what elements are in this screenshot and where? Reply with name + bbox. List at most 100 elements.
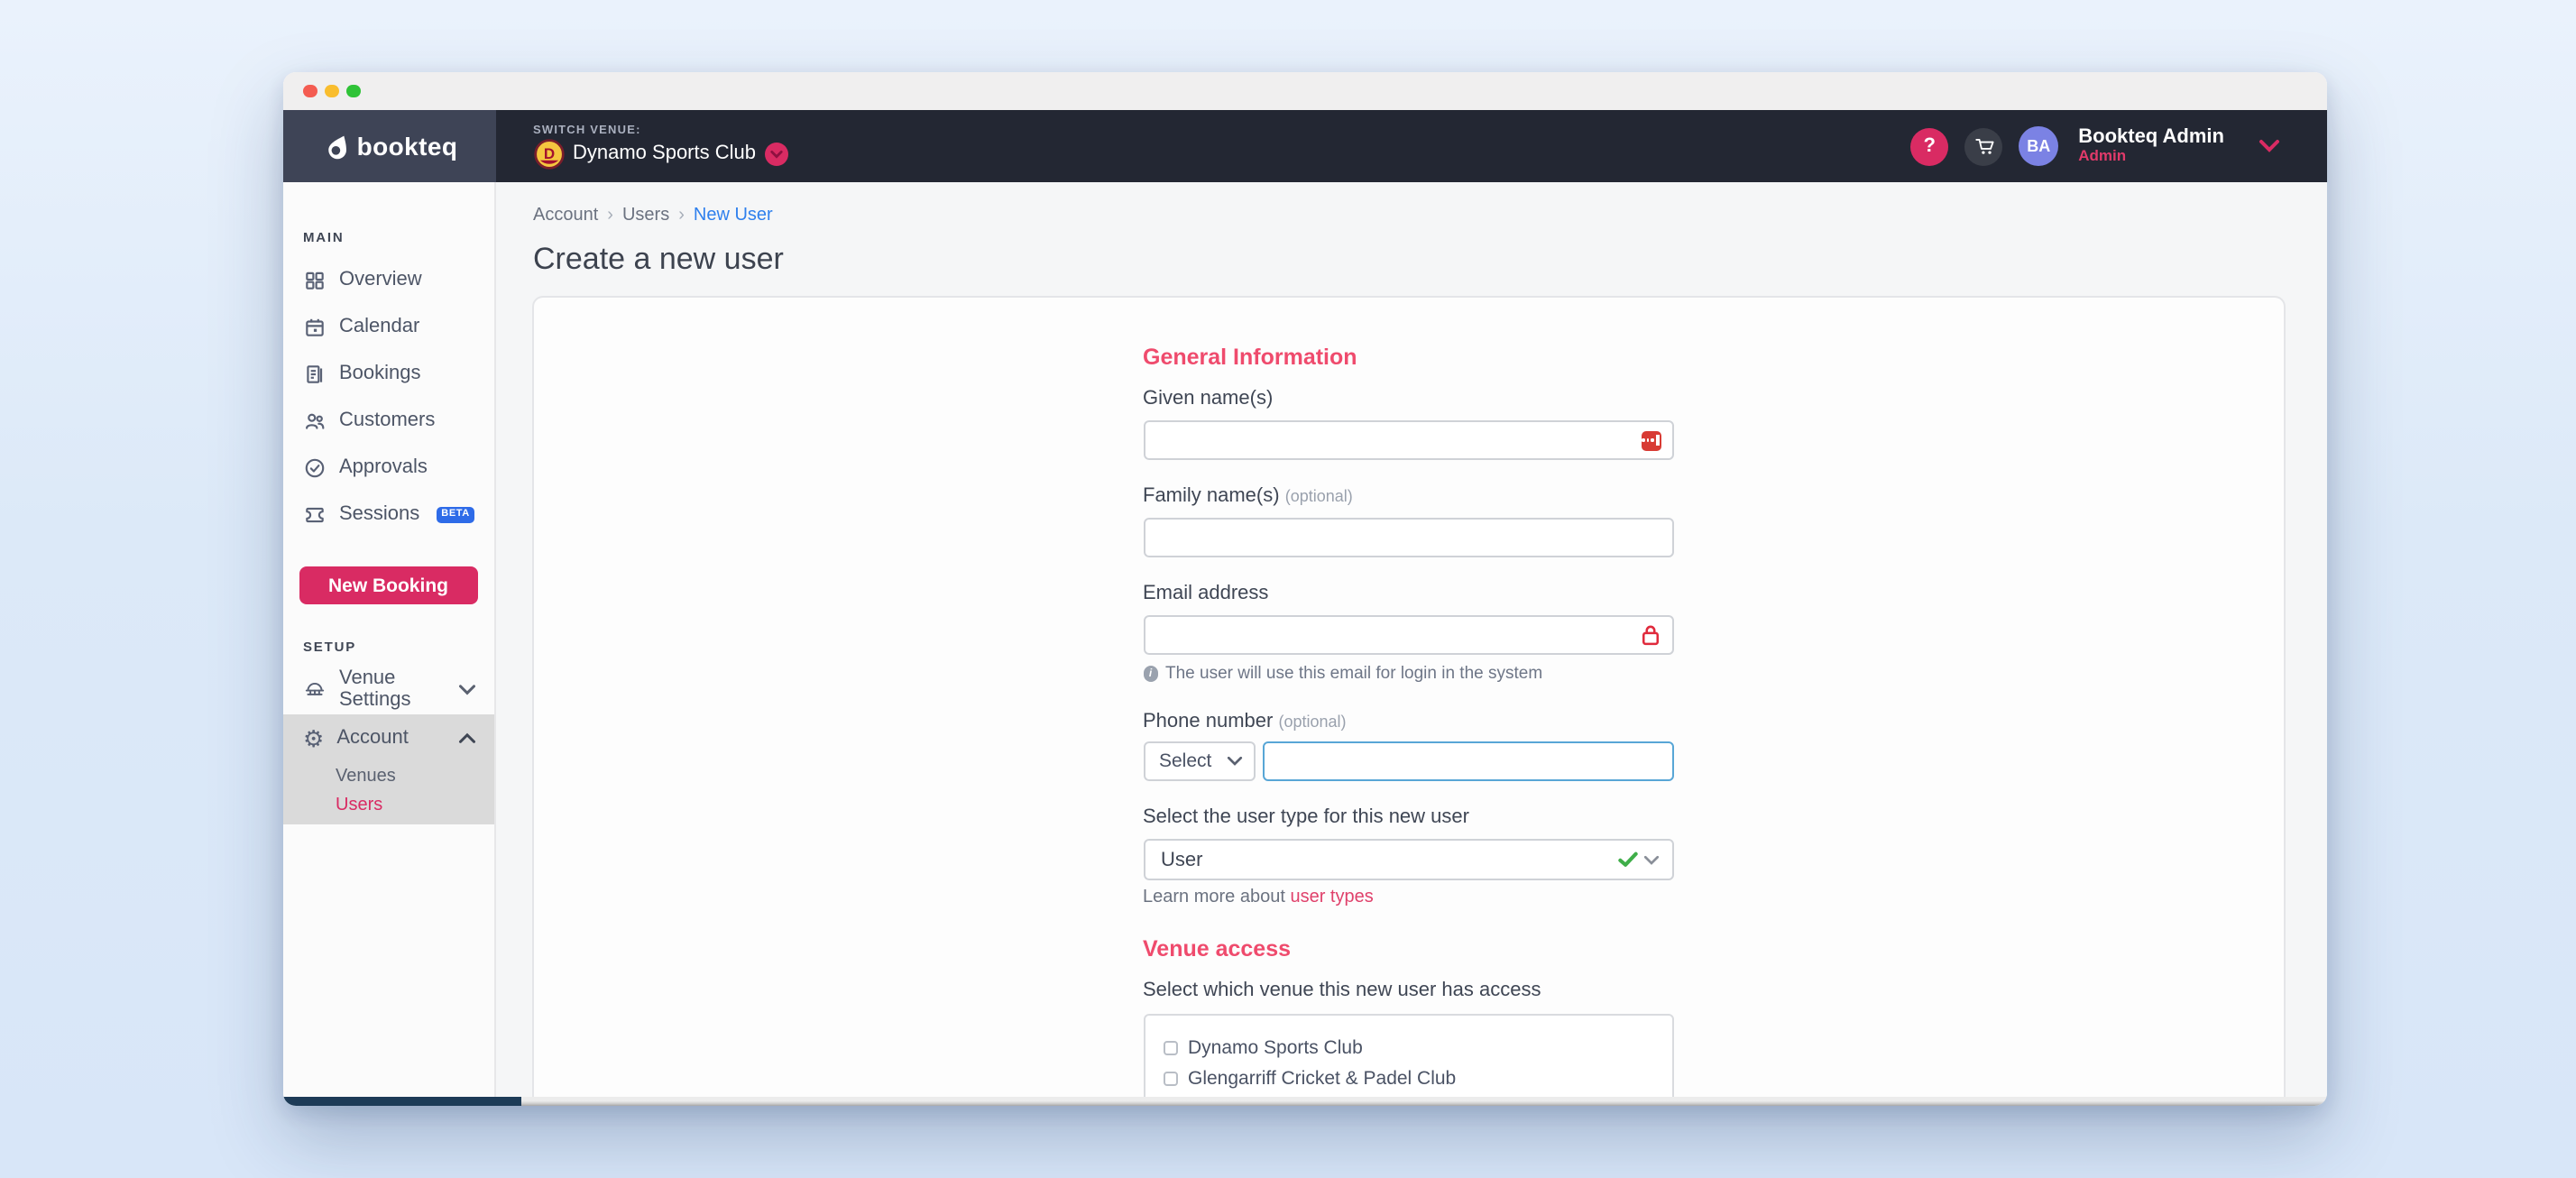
sidebar-item-bookings[interactable]: Bookings bbox=[283, 350, 493, 397]
venue-checkbox-glengarriff[interactable] bbox=[1163, 1071, 1177, 1086]
given-name-field-wrap bbox=[1143, 420, 1673, 460]
main-content: Account › Users › New User Create a new … bbox=[495, 182, 2327, 1097]
sidebar-item-label: Approvals bbox=[339, 456, 428, 478]
sidebar-item-venues[interactable]: Venues bbox=[283, 761, 493, 790]
sidebar-item-customers[interactable]: Customers bbox=[283, 397, 493, 444]
bookings-document-icon bbox=[307, 364, 323, 382]
header-main: SWITCH VENUE: D Dynamo Sports Club bbox=[495, 110, 2327, 182]
venue-crest-icon: D bbox=[533, 138, 564, 169]
app-window: bookteq SWITCH VENUE: D Dynamo Sports Cl… bbox=[283, 72, 2327, 1106]
password-manager-autofill-icon[interactable] bbox=[1641, 430, 1661, 450]
info-icon: i bbox=[1143, 666, 1158, 682]
page-title: Create a new user bbox=[533, 242, 784, 276]
chevron-down-icon bbox=[2259, 140, 2279, 152]
dashboard-grid-icon bbox=[306, 271, 324, 289]
given-name-input[interactable] bbox=[1143, 420, 1673, 460]
sidebar-subitem-label: Venues bbox=[336, 766, 396, 786]
section-heading-general: General Information bbox=[1143, 345, 1357, 370]
email-label: Email address bbox=[1143, 583, 1269, 604]
user-types-link[interactable]: user types bbox=[1290, 888, 1374, 907]
sessions-ticket-icon bbox=[306, 506, 324, 522]
chevron-up-icon bbox=[457, 732, 475, 744]
approvals-check-circle-icon bbox=[305, 457, 325, 477]
user-type-select[interactable]: User bbox=[1143, 839, 1673, 880]
window-bottom-bar-right bbox=[520, 1097, 2327, 1106]
calendar-icon bbox=[306, 318, 324, 336]
email-hint: i The user will use this email for login… bbox=[1143, 664, 1673, 684]
venue-access-instruction: Select which venue this new user has acc… bbox=[1143, 980, 1541, 1001]
chevron-down-icon bbox=[457, 683, 475, 695]
sidebar-subitem-label: Users bbox=[336, 795, 383, 814]
cart-button[interactable] bbox=[1964, 127, 2003, 165]
close-window-button[interactable] bbox=[303, 84, 317, 98]
venue-option: Glengarriff Cricket & Padel Club bbox=[1163, 1063, 1671, 1093]
current-venue-name: Dynamo Sports Club bbox=[573, 143, 756, 164]
sidebar-item-label: Overview bbox=[339, 269, 422, 290]
sidebar-item-overview[interactable]: Overview bbox=[283, 256, 493, 303]
new-user-form: General Information Given name(s) Family… bbox=[1143, 345, 1673, 1097]
phone-number-input[interactable] bbox=[1262, 741, 1673, 781]
chevron-down-icon bbox=[1642, 854, 1659, 864]
venue-checkbox-dynamo[interactable] bbox=[1163, 1041, 1177, 1056]
sidebar-item-label: Venue Settings bbox=[339, 667, 411, 711]
family-name-input[interactable] bbox=[1143, 518, 1673, 557]
window-bottom-bar-left bbox=[283, 1096, 520, 1106]
sidebar-item-calendar[interactable]: Calendar bbox=[283, 303, 493, 350]
brand-logo[interactable]: bookteq bbox=[283, 110, 495, 182]
user-name: Bookteq Admin bbox=[2078, 125, 2224, 148]
sidebar: MAIN Overview Calendar Bookings Customer… bbox=[283, 182, 495, 1097]
venue-stadium-icon bbox=[305, 682, 325, 695]
app-header: bookteq SWITCH VENUE: D Dynamo Sports Cl… bbox=[283, 110, 2327, 182]
sidebar-item-approvals[interactable]: Approvals bbox=[283, 444, 493, 491]
lock-icon bbox=[1641, 624, 1659, 646]
breadcrumb-separator: › bbox=[607, 206, 613, 225]
family-name-field-wrap bbox=[1143, 518, 1673, 557]
header-actions: ? BA Bookteq Admin Admin bbox=[1910, 126, 2280, 167]
user-type-label: Select the user type for this new user bbox=[1143, 806, 1469, 828]
phone-country-select[interactable]: Select bbox=[1143, 741, 1255, 781]
breadcrumb-link-account[interactable]: Account bbox=[533, 206, 599, 225]
given-name-label: Given name(s) bbox=[1143, 388, 1274, 410]
valid-check-icon bbox=[1617, 851, 1637, 867]
email-hint-text: The user will use this email for login i… bbox=[1165, 664, 1543, 684]
user-menu-button[interactable] bbox=[2259, 139, 2280, 153]
sidebar-item-sessions[interactable]: Sessions BETA bbox=[283, 491, 493, 538]
sidebar-section-main: MAIN bbox=[303, 229, 345, 245]
breadcrumb-link-users[interactable]: Users bbox=[621, 206, 670, 225]
optional-tag: (optional) bbox=[1278, 713, 1347, 731]
family-name-label: Family name(s) (optional) bbox=[1143, 485, 1353, 507]
section-heading-venue-access: Venue access bbox=[1143, 936, 1292, 962]
venue-option: Dynamo Sports Club bbox=[1163, 1034, 1671, 1063]
sidebar-item-label: Bookings bbox=[339, 363, 421, 384]
bookteq-droplet-icon bbox=[327, 135, 346, 160]
zoom-window-button[interactable] bbox=[346, 84, 360, 98]
user-role-badge: Admin bbox=[2078, 146, 2127, 165]
phone-country-selected: Select bbox=[1159, 750, 1212, 772]
user-avatar[interactable]: BA bbox=[2019, 126, 2059, 166]
help-button[interactable]: ? bbox=[1910, 127, 1949, 165]
svg-text:D: D bbox=[543, 144, 554, 161]
window-titlebar bbox=[283, 72, 2327, 110]
venue-dropdown-button[interactable] bbox=[765, 142, 788, 165]
beta-badge: BETA bbox=[436, 506, 475, 522]
email-input[interactable] bbox=[1143, 615, 1673, 655]
user-meta: Bookteq Admin Admin bbox=[2078, 126, 2224, 167]
sidebar-section-setup: SETUP bbox=[303, 639, 357, 655]
sidebar-item-label: Account bbox=[336, 727, 409, 749]
phone-label: Phone number (optional) bbox=[1143, 711, 1347, 732]
phone-field-row: Select bbox=[1143, 741, 1673, 781]
customers-people-icon bbox=[306, 412, 325, 428]
sidebar-item-label: Sessions bbox=[339, 503, 420, 525]
new-booking-button[interactable]: New Booking bbox=[299, 566, 478, 604]
venue-switcher[interactable]: SWITCH VENUE: D Dynamo Sports Club bbox=[533, 124, 788, 169]
sidebar-item-label: Calendar bbox=[339, 316, 420, 337]
sidebar-item-venue-settings[interactable]: Venue Settings bbox=[283, 666, 493, 713]
venue-option-label: Glengarriff Cricket & Padel Club bbox=[1188, 1067, 1457, 1090]
cart-icon bbox=[1974, 138, 1993, 154]
sidebar-item-users[interactable]: Users bbox=[283, 790, 493, 819]
minimize-window-button[interactable] bbox=[325, 84, 338, 98]
sidebar-item-account[interactable]: ⚙ Account bbox=[283, 714, 493, 761]
sidebar-item-label: Customers bbox=[339, 410, 436, 431]
brand-name: bookteq bbox=[356, 132, 458, 161]
